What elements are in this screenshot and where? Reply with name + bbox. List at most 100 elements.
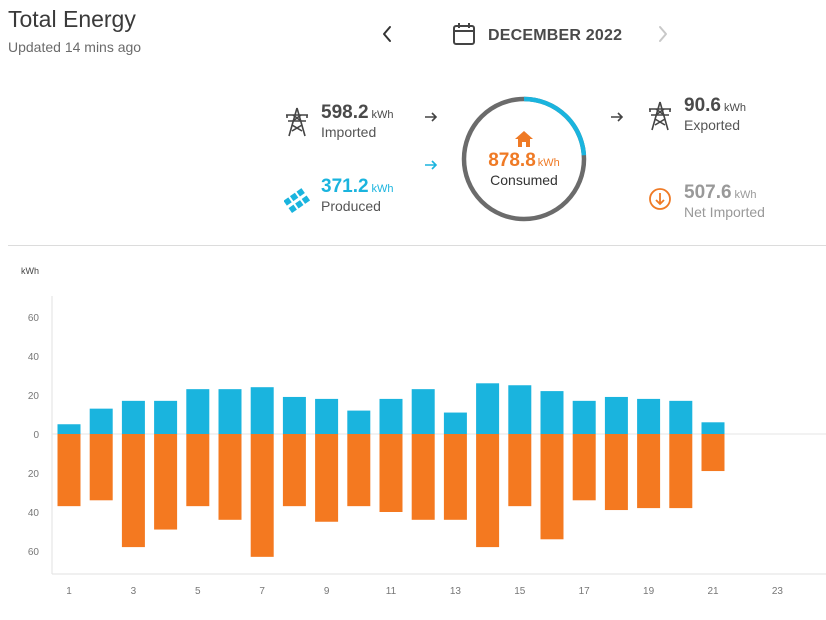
- arrow-right-icon: [425, 160, 438, 170]
- exported-stat: 90.6 kWh Exported: [684, 95, 746, 133]
- production-bar: [540, 391, 564, 434]
- consumed-label: Consumed: [490, 172, 558, 188]
- consumption-bar: [476, 434, 500, 548]
- production-bar: [154, 400, 178, 434]
- production-bar: [57, 424, 81, 434]
- consumed-value: 878.8: [488, 150, 536, 171]
- production-bar: [379, 398, 403, 434]
- y-axis-label: kWh: [21, 266, 39, 276]
- y-tick-label: 20: [28, 391, 40, 402]
- arrow-down-circle-icon: [649, 188, 671, 210]
- production-bar: [89, 408, 113, 434]
- house-icon: [515, 131, 533, 147]
- y-tick-label: 20: [28, 469, 40, 480]
- x-tick-label: 3: [131, 586, 137, 597]
- x-tick-label: 17: [579, 586, 591, 597]
- production-bar: [282, 396, 306, 434]
- produced-unit: kWh: [371, 183, 394, 195]
- chevron-left-icon: [383, 26, 391, 42]
- chevron-right-icon: [659, 26, 667, 42]
- x-tick-label: 15: [514, 586, 526, 597]
- produced-label: Produced: [321, 198, 381, 214]
- production-bar: [186, 389, 210, 434]
- production-bar: [443, 412, 467, 434]
- consumed-stat: 878.8 kWh Consumed: [464, 150, 584, 188]
- production-bar: [347, 410, 371, 434]
- consumption-bar: [282, 434, 306, 507]
- previous-month-button[interactable]: [374, 21, 400, 47]
- consumption-ring: [461, 96, 587, 222]
- next-month-button[interactable]: [650, 21, 676, 47]
- consumption-bar: [701, 434, 725, 472]
- x-tick-label: 1: [66, 586, 72, 597]
- date-picker-button[interactable]: [452, 22, 476, 51]
- produced-stat: 371.2 kWh Produced: [321, 176, 394, 214]
- consumption-bar: [315, 434, 339, 522]
- production-bar: [411, 389, 435, 434]
- solar-panel-icon: [284, 188, 310, 214]
- page-title: Total Energy: [8, 6, 136, 32]
- x-tick-label: 5: [195, 586, 201, 597]
- exported-value: 90.6: [684, 95, 721, 116]
- power-tower-icon: [649, 101, 671, 131]
- y-tick-label: 60: [28, 313, 40, 324]
- consumption-bar: [604, 434, 628, 511]
- consumption-bar: [89, 434, 113, 501]
- exported-label: Exported: [684, 117, 741, 133]
- consumption-bar: [154, 434, 178, 530]
- arrow-right-icon: [611, 112, 624, 122]
- exported-unit: kWh: [723, 102, 746, 114]
- x-tick-label: 19: [643, 586, 655, 597]
- consumption-bar: [250, 434, 274, 557]
- production-bar: [572, 400, 596, 434]
- consumption-bar: [508, 434, 532, 507]
- production-bar: [218, 389, 242, 434]
- calendar-icon: [453, 23, 475, 45]
- production-bar: [508, 385, 532, 434]
- y-tick-label: 40: [28, 508, 40, 519]
- consumption-bar: [218, 434, 242, 520]
- y-tick-label: 0: [33, 430, 39, 441]
- production-bar: [701, 422, 725, 434]
- net-imported-label: Net Imported: [684, 204, 765, 220]
- imported-unit: kWh: [371, 109, 394, 121]
- production-bar: [121, 400, 145, 434]
- x-tick-label: 21: [707, 586, 719, 597]
- y-tick-label: 40: [28, 352, 40, 363]
- imported-value: 598.2: [321, 102, 369, 123]
- net-imported-stat: 507.6 kWh Net Imported: [684, 182, 765, 220]
- x-tick-label: 7: [259, 586, 265, 597]
- x-tick-label: 11: [386, 586, 397, 597]
- net-imported-value: 507.6: [684, 182, 732, 203]
- consumption-bar: [411, 434, 435, 520]
- arrow-right-icon: [425, 112, 438, 122]
- power-tower-icon: [286, 107, 308, 137]
- x-tick-label: 9: [324, 586, 330, 597]
- production-bar: [315, 398, 339, 434]
- net-imported-unit: kWh: [734, 189, 757, 201]
- production-bar: [604, 396, 628, 434]
- production-bar: [250, 387, 274, 434]
- consumption-bar: [57, 434, 81, 507]
- imported-stat: 598.2 kWh Imported: [321, 102, 394, 140]
- consumption-bar: [572, 434, 596, 501]
- consumption-bar: [443, 434, 467, 520]
- consumption-bar: [347, 434, 371, 507]
- y-tick-label: 60: [28, 547, 40, 558]
- last-updated-text: Updated 14 mins ago: [8, 39, 142, 55]
- production-bar: [476, 383, 500, 434]
- consumption-bar: [186, 434, 210, 507]
- production-bar: [637, 398, 661, 434]
- x-tick-label: 13: [450, 586, 462, 597]
- selected-period[interactable]: DECEMBER 2022: [488, 27, 623, 44]
- produced-value: 371.2: [321, 176, 369, 197]
- consumed-unit: kWh: [537, 157, 560, 169]
- imported-label: Imported: [321, 124, 377, 140]
- production-bar: [669, 400, 693, 434]
- section-divider: [8, 245, 826, 246]
- consumption-bar: [637, 434, 661, 509]
- consumption-bar: [121, 434, 145, 548]
- consumption-bar: [669, 434, 693, 509]
- consumption-bar: [540, 434, 564, 540]
